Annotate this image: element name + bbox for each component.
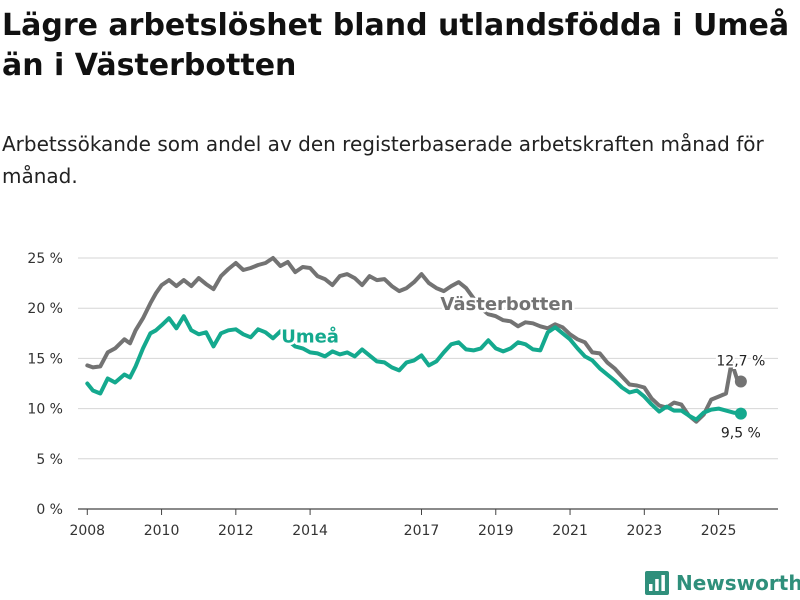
x-axis-ticks: 2008 2010 2012 2014 2017 2019 2021 2023 2025: [69, 509, 736, 539]
y-tick-label: 0 %: [36, 502, 63, 518]
series-label-umea: Umeå: [281, 325, 339, 347]
x-tick-label: 2014: [292, 523, 328, 539]
x-tick-label: 2012: [218, 523, 254, 539]
x-tick-label: 2017: [404, 523, 440, 539]
y-axis-ticks: 0 % 5 % 10 % 15 % 20 % 25 %: [27, 251, 63, 518]
series-line-vasterbotten: [85, 256, 743, 424]
y-tick-label: 25 %: [27, 251, 63, 267]
chart-title: Lägre arbetslöshet bland utlandsfödda i …: [2, 8, 790, 83]
x-tick-label: 2008: [69, 523, 105, 539]
series-end-point-vasterbotten: [734, 375, 747, 388]
series-lines: [85, 256, 747, 424]
series-label-vasterbotten: Västerbotten: [440, 294, 573, 315]
end-value-label-vasterbotten: 12,7 %: [716, 353, 765, 369]
series-labels: Västerbotten Umeå 12,7 % 9,5 %: [279, 292, 768, 444]
x-tick-label: 2010: [144, 523, 180, 539]
bar-chart-logo-icon: [645, 571, 669, 595]
x-tick-label: 2023: [626, 523, 662, 539]
y-tick-label: 10 %: [27, 402, 63, 418]
y-tick-label: 5 %: [36, 452, 63, 468]
series-end-point-umea: [734, 407, 747, 420]
x-tick-label: 2021: [552, 523, 588, 539]
series-line-umea: [85, 314, 743, 422]
end-value-label-umea: 9,5 %: [721, 426, 761, 442]
brand-name: Newsworthy: [676, 571, 800, 595]
chart-subtitle: Arbetssökande som andel av den registerb…: [2, 132, 764, 188]
gridlines: [78, 257, 778, 510]
y-tick-label: 20 %: [27, 301, 63, 317]
y-tick-label: 15 %: [27, 351, 63, 367]
x-tick-label: 2019: [478, 523, 514, 539]
newsworthy-brand[interactable]: Newsworthy: [645, 568, 800, 598]
x-tick-label: 2025: [701, 523, 737, 539]
